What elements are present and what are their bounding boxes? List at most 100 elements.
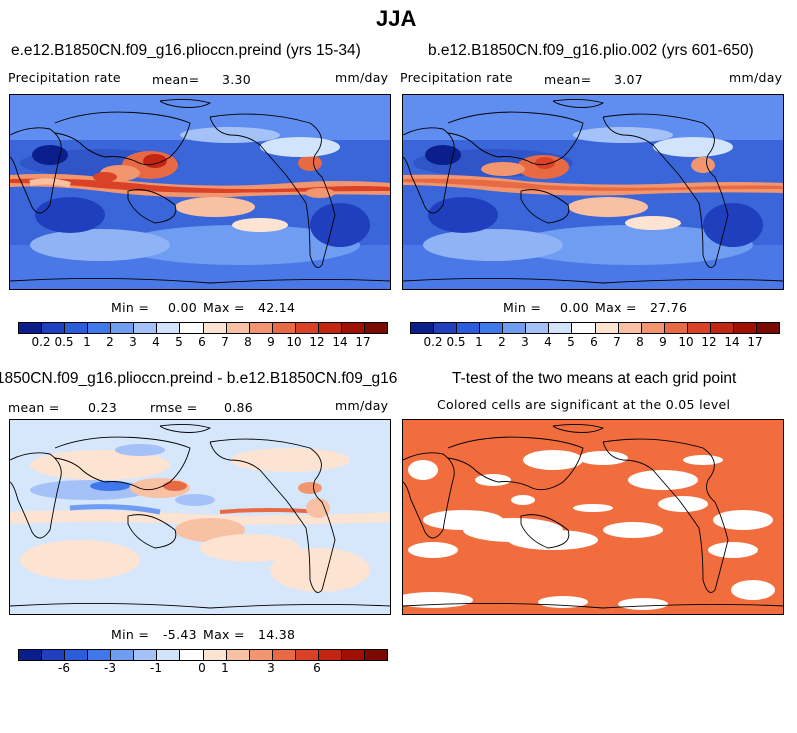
- colorbar-swatch: [318, 650, 342, 660]
- colorbar-swatch: [249, 650, 273, 660]
- colorbar-tick-label: 0.2: [423, 335, 443, 349]
- colorbar-swatch: [19, 323, 43, 333]
- colorbar-tick-label: 5: [567, 335, 575, 349]
- colorbar-tick-label: 1: [221, 661, 229, 675]
- colorbar-tick-label: 17: [747, 335, 763, 349]
- colorbar-tick-label: 5: [175, 335, 183, 349]
- variable-label-top-left: Precipitation rate: [8, 70, 121, 85]
- max-label-top-left: Max =: [203, 300, 245, 315]
- min-label-top-left: Min =: [111, 300, 150, 315]
- colorbar-swatch: [272, 650, 296, 660]
- colorbar-swatch: [480, 323, 504, 333]
- mean-label-top-left: mean=: [152, 72, 200, 87]
- colorbar-tick-label: 0.5: [54, 335, 74, 349]
- colorbar-tick-label: 12: [309, 335, 325, 349]
- mean-label-top-right: mean=: [544, 72, 592, 87]
- colorbar-swatch: [549, 323, 573, 333]
- colorbar-swatch: [364, 323, 387, 333]
- rmse-value-bottom-left: 0.86: [224, 400, 254, 415]
- colorbar-swatch: [157, 323, 181, 333]
- colorbar-swatch: [111, 650, 135, 660]
- colorbar-swatch: [733, 323, 757, 333]
- colorbar-tick-label: -3: [104, 661, 116, 675]
- panel-title-bottom-left: e.e12.B1850CN.f09_g16.plioccn.preind - b…: [0, 370, 398, 387]
- colorbar-tick-label: 2: [498, 335, 506, 349]
- colorbar-tick-label: 3: [267, 661, 275, 675]
- colorbar-tick-label: 0.5: [446, 335, 466, 349]
- max-label-bottom-left: Max =: [203, 627, 245, 642]
- colorbar-tick-label: 4: [544, 335, 552, 349]
- colorbar-ticks-top-right: 0.2 0.5 1 2 3 4 5 6 7 8 9 10 12 14 17: [410, 335, 780, 351]
- units-top-left: mm/day: [335, 70, 389, 85]
- colorbar-tick-label: 6: [590, 335, 598, 349]
- colorbar-swatch: [180, 650, 204, 660]
- colorbar-swatch: [272, 323, 296, 333]
- max-value-top-left: 42.14: [258, 300, 296, 315]
- colorbar-tick-label: 9: [659, 335, 667, 349]
- colorbar-tick-label: 7: [613, 335, 621, 349]
- colorbar-swatch: [111, 323, 135, 333]
- panel-title-top-right: b.e12.B1850CN.f09_g16.plio.002 (yrs 601-…: [428, 42, 754, 59]
- colorbar-top-left: [18, 322, 388, 334]
- units-bottom-left: mm/day: [335, 398, 389, 413]
- max-value-top-right: 27.76: [650, 300, 688, 315]
- mean-value-top-left: 3.30: [222, 72, 252, 87]
- colorbar-swatch: [341, 323, 365, 333]
- precip-map-top-right: [402, 94, 784, 290]
- mean-value-top-right: 3.07: [614, 72, 644, 87]
- colorbar-tick-label: 2: [106, 335, 114, 349]
- colorbar-ticks-top-left: 0.2 0.5 1 2 3 4 5 6 7 8 9 10 12 14 17: [18, 335, 388, 351]
- colorbar-swatch: [318, 323, 342, 333]
- colorbar-tick-label: 12: [701, 335, 717, 349]
- colorbar-swatch: [203, 650, 227, 660]
- colorbar-tick-label: 17: [355, 335, 371, 349]
- colorbar-tick-label: 3: [129, 335, 137, 349]
- min-label-top-right: Min =: [503, 300, 542, 315]
- colorbar-ticks-bottom-left: -6 -3 -1 0 1 3 6: [18, 661, 388, 677]
- min-value-bottom-left: -5.43: [163, 627, 197, 642]
- colorbar-swatch: [526, 323, 550, 333]
- colorbar-swatch: [134, 323, 158, 333]
- mean-value-bottom-left: 0.23: [88, 400, 118, 415]
- colorbar-swatch: [364, 650, 387, 660]
- colorbar-tick-label: 9: [267, 335, 275, 349]
- colorbar-swatch: [641, 323, 665, 333]
- mean-label-bottom-left: mean =: [8, 400, 60, 415]
- colorbar-tick-label: 6: [198, 335, 206, 349]
- colorbar-swatch: [88, 323, 112, 333]
- colorbar-swatch: [618, 323, 642, 333]
- panel-title-bottom-right: T-test of the two means at each grid poi…: [452, 370, 737, 387]
- colorbar-swatch: [756, 323, 779, 333]
- colorbar-swatch: [180, 323, 204, 333]
- colorbar-tick-label: 8: [244, 335, 252, 349]
- colorbar-swatch: [664, 323, 688, 333]
- colorbar-tick-label: 0: [198, 661, 206, 675]
- colorbar-tick-label: 10: [678, 335, 694, 349]
- colorbar-tick-label: 6: [313, 661, 321, 675]
- min-value-top-left: 0.00: [168, 300, 198, 315]
- colorbar-bottom-left: [18, 649, 388, 661]
- colorbar-swatch: [710, 323, 734, 333]
- colorbar-swatch: [295, 650, 319, 660]
- colorbar-tick-label: 8: [636, 335, 644, 349]
- colorbar-swatch: [411, 323, 435, 333]
- colorbar-tick-label: 1: [83, 335, 91, 349]
- colorbar-swatch: [249, 323, 273, 333]
- colorbar-tick-label: 4: [152, 335, 160, 349]
- colorbar-tick-label: 7: [221, 335, 229, 349]
- figure-title: JJA: [376, 6, 417, 31]
- colorbar-tick-label: 10: [286, 335, 302, 349]
- colorbar-swatch: [42, 650, 66, 660]
- colorbar-swatch: [341, 650, 365, 660]
- colorbar-tick-label: 3: [521, 335, 529, 349]
- colorbar-swatch: [434, 323, 458, 333]
- significance-map-bottom-right: [402, 419, 784, 615]
- colorbar-swatch: [687, 323, 711, 333]
- colorbar-swatch: [503, 323, 527, 333]
- variable-label-top-right: Precipitation rate: [400, 70, 513, 85]
- rmse-label-bottom-left: rmse =: [150, 400, 198, 415]
- colorbar-swatch: [203, 323, 227, 333]
- colorbar-swatch: [134, 650, 158, 660]
- precip-map-top-left: [9, 94, 391, 290]
- colorbar-top-right: [410, 322, 780, 334]
